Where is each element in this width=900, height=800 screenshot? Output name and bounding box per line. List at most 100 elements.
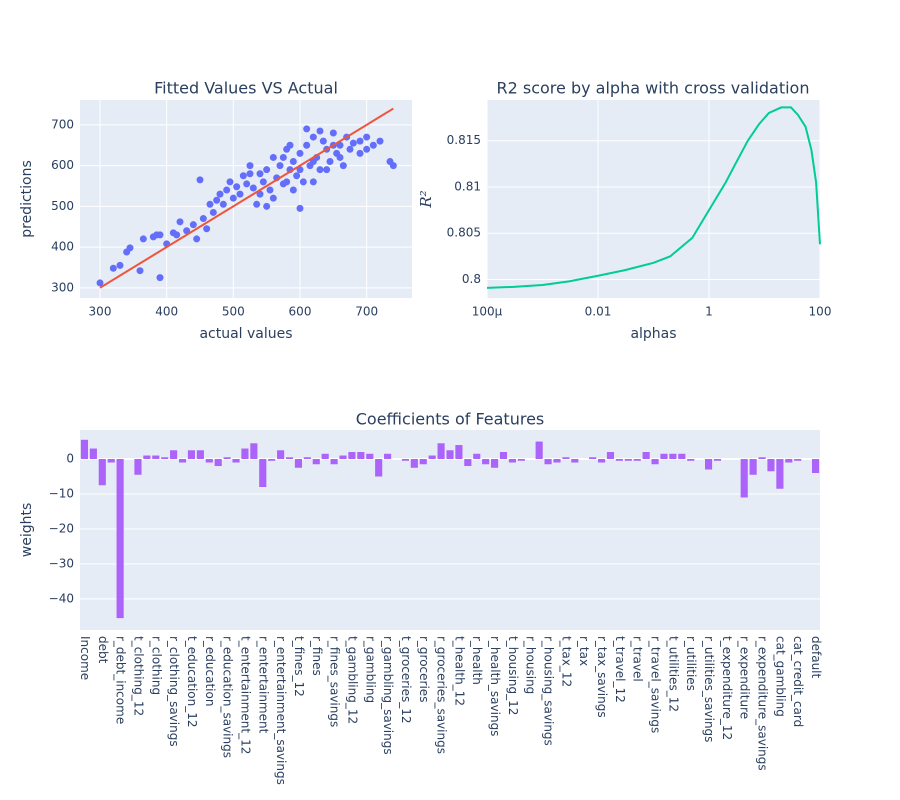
bar bbox=[161, 457, 169, 460]
x-tick-label: t_clothing_12 bbox=[131, 636, 145, 716]
bar bbox=[250, 443, 258, 460]
scatter-point bbox=[203, 225, 211, 233]
y-tick-label: 0.815 bbox=[447, 133, 481, 147]
x-tick-label: r_groceries bbox=[417, 636, 431, 702]
scatter-point bbox=[299, 178, 307, 186]
scatter-point bbox=[259, 178, 267, 186]
scatter-point bbox=[229, 194, 237, 202]
chart-title: Fitted Values VS Actual bbox=[154, 79, 338, 98]
x-axis-title: alphas bbox=[630, 326, 676, 342]
scatter-point bbox=[289, 186, 297, 194]
scatter-point bbox=[269, 153, 277, 161]
y-tick-label: 0.805 bbox=[447, 226, 481, 240]
x-tick-label: r_education bbox=[203, 636, 217, 706]
bar bbox=[499, 452, 508, 460]
bar bbox=[178, 459, 187, 463]
x-tick-label: r_education_savings bbox=[221, 636, 235, 758]
x-tick-label: r_groceries_savings bbox=[435, 636, 449, 754]
bar bbox=[642, 452, 650, 460]
scatter-point bbox=[206, 200, 214, 208]
bar bbox=[517, 459, 525, 461]
x-tick-label: r_entertainment_savings bbox=[274, 636, 288, 785]
scatter-point bbox=[269, 194, 277, 202]
bar bbox=[713, 459, 722, 461]
scatter-point bbox=[156, 274, 164, 282]
bar bbox=[624, 459, 632, 461]
x-tick-label: t_fines_12 bbox=[292, 636, 306, 697]
scatter-point bbox=[316, 166, 324, 174]
bar bbox=[152, 455, 160, 460]
x-tick-label: debt bbox=[96, 636, 110, 664]
scatter-point bbox=[279, 153, 287, 161]
scatter-point bbox=[303, 125, 311, 133]
x-tick-label: 1 bbox=[705, 305, 713, 319]
x-tick-label: 300 bbox=[89, 305, 112, 319]
scatter-point bbox=[233, 183, 241, 191]
bar bbox=[401, 459, 409, 461]
bar bbox=[615, 459, 623, 461]
y-tick-label: 300 bbox=[51, 280, 74, 294]
scatter-point bbox=[289, 158, 297, 166]
bar bbox=[767, 459, 775, 472]
x-tick-label: 100 bbox=[809, 305, 832, 319]
x-tick-label: 400 bbox=[155, 305, 178, 319]
bar bbox=[348, 452, 356, 460]
bar bbox=[553, 459, 561, 463]
scatter-point bbox=[136, 267, 144, 275]
scatter-point bbox=[249, 184, 257, 192]
scatter-point bbox=[213, 196, 221, 204]
y-tick-label: −20 bbox=[49, 521, 74, 535]
scatter-point bbox=[296, 166, 304, 174]
scatter-point bbox=[276, 162, 284, 170]
scatter-point bbox=[96, 279, 104, 287]
scatter-point bbox=[309, 133, 317, 141]
bar bbox=[811, 459, 820, 474]
scatter-point bbox=[346, 145, 354, 153]
bar bbox=[294, 459, 302, 468]
scatter-point bbox=[389, 162, 397, 170]
x-tick-label: r_expenditure bbox=[738, 636, 752, 719]
x-tick-label: r_health_savings bbox=[488, 636, 502, 736]
bar bbox=[633, 459, 641, 461]
bar bbox=[446, 450, 454, 460]
x-tick-label: 700 bbox=[355, 305, 378, 319]
bar bbox=[776, 459, 784, 489]
y-tick-label: 700 bbox=[51, 117, 74, 131]
x-tick-label: r_utilities_savings bbox=[702, 636, 716, 742]
scatter-point bbox=[183, 227, 191, 235]
y-tick-label: −40 bbox=[49, 591, 74, 605]
bar bbox=[143, 455, 151, 460]
scatter-point bbox=[253, 200, 261, 208]
x-tick-label: Income bbox=[78, 636, 92, 680]
scatter-point bbox=[239, 172, 247, 180]
scatter-point bbox=[193, 235, 201, 243]
scatter-point bbox=[219, 200, 227, 208]
scatter-point bbox=[316, 127, 324, 135]
scatter-point bbox=[176, 218, 184, 226]
bar bbox=[80, 439, 89, 460]
bar bbox=[116, 459, 124, 619]
y-axis-title: R² bbox=[417, 190, 435, 208]
scatter-point bbox=[156, 231, 164, 239]
scatter-point bbox=[246, 162, 254, 170]
scatter-point bbox=[199, 215, 207, 223]
scatter-point bbox=[189, 221, 197, 229]
scatter-point bbox=[356, 149, 364, 157]
scatter-point bbox=[336, 141, 344, 149]
chart-title: R2 score by alpha with cross validation bbox=[497, 79, 810, 98]
bar bbox=[704, 459, 713, 470]
x-tick-label: r_housing bbox=[524, 636, 538, 694]
bar bbox=[357, 452, 365, 460]
bar bbox=[589, 457, 597, 460]
scatter-point bbox=[363, 145, 371, 153]
bar bbox=[544, 459, 552, 465]
x-tick-label: t_groceries_12 bbox=[399, 636, 413, 724]
bar bbox=[303, 457, 311, 460]
x-axis-title: actual values bbox=[199, 326, 292, 342]
bar bbox=[134, 459, 142, 475]
bar bbox=[758, 457, 766, 460]
x-tick-label: r_health bbox=[470, 636, 484, 685]
line bbox=[486, 106, 821, 289]
bar bbox=[687, 459, 695, 461]
bar bbox=[384, 453, 392, 460]
